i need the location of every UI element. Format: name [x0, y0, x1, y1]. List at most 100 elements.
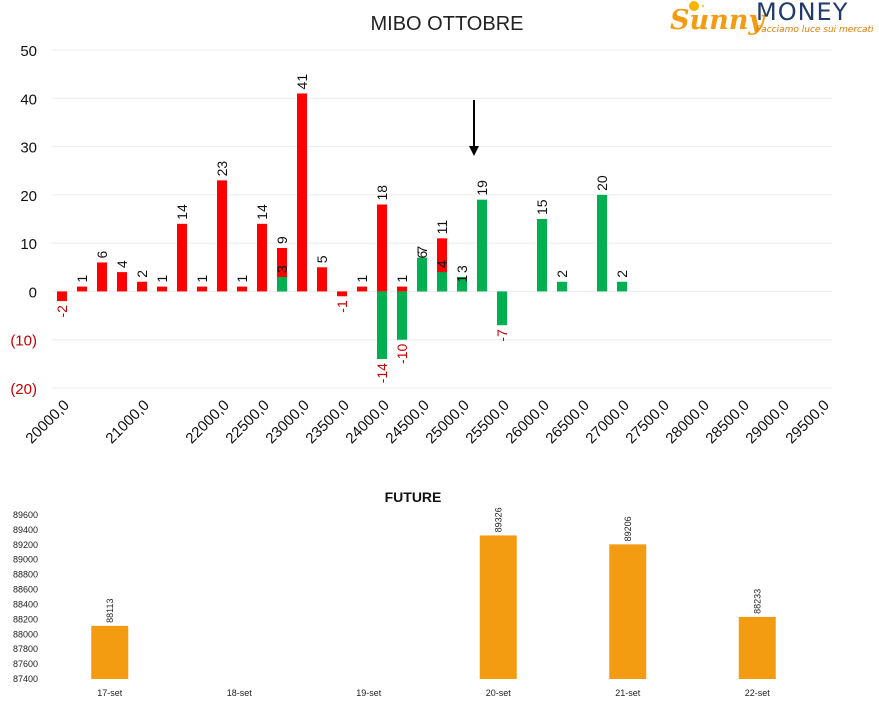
x-tick-label: 27000,0 [582, 397, 632, 447]
y-tick-label: 88600 [13, 585, 38, 595]
data-label: 5 [314, 255, 330, 263]
data-label: -7 [494, 329, 510, 342]
data-label: 9 [274, 236, 290, 244]
bar [57, 291, 67, 302]
logo-tagline: Facciamo luce sui mercati [756, 25, 873, 35]
x-tick-label: 29000,0 [742, 397, 792, 447]
bar [609, 544, 647, 679]
y-tick-label: 87400 [13, 674, 38, 684]
bar [217, 180, 227, 292]
bar [317, 267, 327, 292]
x-tick-label: 22-set [745, 688, 771, 698]
data-label: 1 [234, 275, 250, 283]
x-tick-label: 28500,0 [702, 397, 752, 447]
x-tick-label: 19-set [356, 688, 382, 698]
y-tick-label: 0 [29, 284, 37, 301]
x-tick-label: 20-set [486, 688, 512, 698]
bar [197, 286, 207, 292]
x-tick-label: 17-set [97, 688, 123, 698]
x-tick-label: 27500,0 [622, 397, 672, 447]
data-label: 1 [154, 275, 170, 283]
future-chart-title: FUTURE [385, 489, 442, 505]
data-label: 1 [354, 275, 370, 283]
data-label: 1 [394, 275, 410, 283]
data-label: 2 [614, 270, 630, 278]
x-tick-label: 28000,0 [662, 397, 712, 447]
x-tick-label: 25000,0 [422, 397, 472, 447]
x-tick-label: 22500,0 [222, 397, 272, 447]
future-chart: FUTURE 89600 89400 89200 89000 88800 88600 884… [13, 489, 776, 698]
bar [337, 291, 347, 297]
bar [417, 257, 427, 292]
bar [97, 262, 107, 292]
y-tick-label: 87800 [13, 644, 38, 654]
bar [397, 286, 407, 292]
y-tick-label: 20 [20, 188, 37, 205]
x-tick-label: 22000,0 [182, 397, 232, 447]
data-label: -2 [54, 305, 70, 318]
data-label: 7 [414, 246, 430, 254]
bar [738, 616, 776, 679]
data-label: 4 [114, 260, 130, 268]
data-label: 1 [194, 275, 210, 283]
data-label: 1 [74, 275, 90, 283]
bar [479, 535, 517, 679]
data-label: 1 [454, 275, 470, 283]
data-label: 19 [474, 180, 490, 196]
bar [537, 219, 547, 292]
y-tick-label: 87600 [13, 659, 38, 669]
bar [557, 281, 567, 292]
data-label: 14 [174, 204, 190, 220]
bar [237, 286, 247, 292]
y-tick-label: 89400 [13, 525, 38, 535]
y-tick-label: 88000 [13, 629, 38, 639]
bar [157, 286, 167, 292]
bar [457, 276, 467, 292]
arrow-down-icon [469, 146, 479, 156]
sun-icon [686, 0, 704, 11]
y-tick-label: 88800 [13, 570, 38, 580]
bar [257, 223, 267, 292]
bar [91, 625, 129, 679]
data-label: 2 [134, 270, 150, 278]
x-tick-label: 29500,0 [782, 397, 832, 447]
x-tick-label: 23500,0 [302, 397, 352, 447]
x-tick-label: 20000,0 [22, 397, 72, 447]
bar [277, 247, 287, 292]
x-tick-label: 23000,0 [262, 397, 312, 447]
bar [297, 93, 307, 292]
y-tick-label: 40 [20, 91, 37, 108]
bar [397, 291, 407, 340]
main-chart-title: MIBO OTTOBRE [371, 13, 524, 35]
data-label: 15 [534, 199, 550, 215]
sunnymoney-logo: Sunny MONEY Facciamo luce sui mercati [670, 0, 873, 36]
data-label: 3 [454, 265, 470, 273]
data-label: 89326 [493, 507, 503, 532]
data-label: 23 [214, 161, 230, 177]
data-label: 6 [94, 250, 110, 258]
data-label: -14 [374, 363, 390, 383]
data-label: 3 [274, 265, 290, 273]
data-label: 4 [434, 260, 450, 268]
data-label: 6 [414, 250, 430, 258]
y-tick-label: 88400 [13, 599, 38, 609]
data-label: 2 [554, 270, 570, 278]
bar [377, 204, 387, 292]
y-tick-label: 89200 [13, 540, 38, 550]
y-tick-label: 10 [20, 236, 37, 253]
y-tick-label: 89000 [13, 555, 38, 565]
bar [377, 291, 387, 360]
data-label: -1 [334, 300, 350, 313]
x-tick-label: 21000,0 [102, 397, 152, 447]
data-label: 11 [434, 220, 450, 235]
y-tick-label: (10) [10, 333, 37, 350]
data-label: 41 [294, 74, 310, 90]
y-tick-label: 89600 [13, 510, 38, 520]
bar [497, 291, 507, 326]
bar [437, 272, 447, 292]
bar [437, 238, 447, 292]
x-tick-label: 24500,0 [382, 397, 432, 447]
bar [277, 276, 287, 292]
bar [77, 286, 87, 292]
